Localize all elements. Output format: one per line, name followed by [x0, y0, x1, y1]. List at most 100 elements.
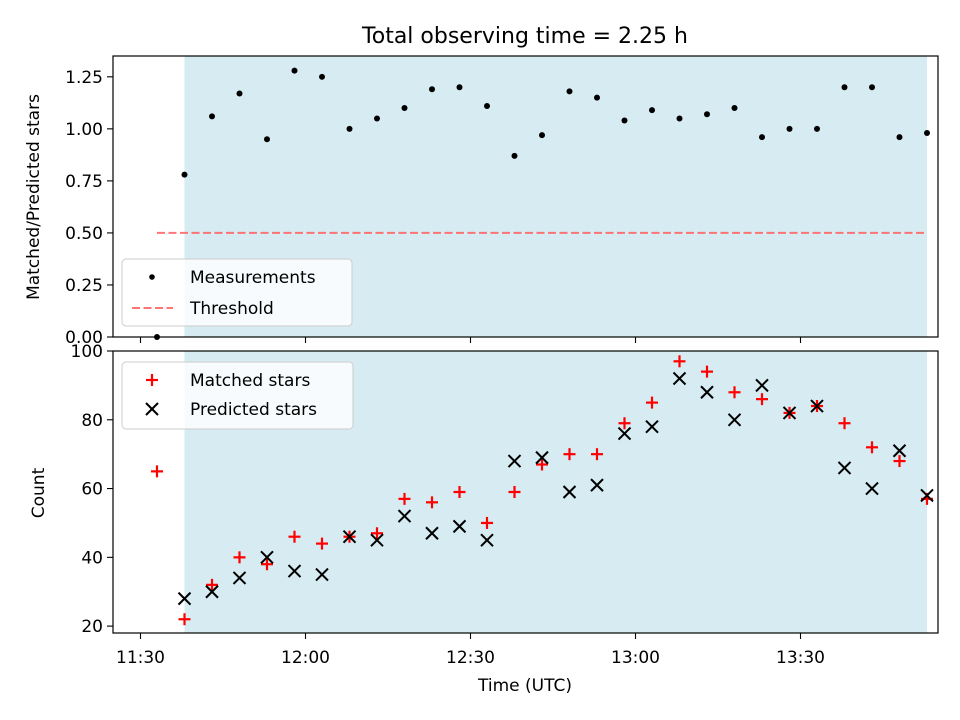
- predicted-star-point: [287, 564, 302, 578]
- matched-star-point: [563, 448, 576, 461]
- predicted-star-point: [617, 426, 632, 441]
- x-tick-label: 12:00: [281, 648, 330, 668]
- legend-predicted-label: Predicted stars: [190, 400, 317, 420]
- measurement-point: [319, 73, 325, 80]
- matched-star-point: [728, 386, 741, 399]
- matched-star-point: [261, 558, 273, 571]
- matched-star-point: [646, 396, 658, 409]
- matched-star-point: [288, 530, 301, 543]
- ratio-y-axis-label: Matched/Predicted stars: [24, 94, 44, 300]
- measurement-point: [621, 117, 628, 124]
- ratio-legend: Measurements Threshold: [121, 258, 353, 327]
- measurement-point: [924, 130, 930, 137]
- measurement-point: [649, 107, 655, 114]
- y-tick-label: 1.00: [65, 120, 103, 140]
- measurement-point: [264, 136, 270, 143]
- matched-star-point: [426, 496, 438, 509]
- predicted-star-point: [672, 371, 687, 386]
- matched-star-point: [151, 465, 163, 478]
- predicted-star-point: [590, 478, 604, 492]
- predicted-star-point: [920, 488, 934, 503]
- x-tick-label: 13:00: [611, 648, 660, 668]
- predicted-star-point: [535, 450, 549, 465]
- matched-star-point: [701, 365, 713, 378]
- predicted-star-point: [727, 413, 742, 427]
- y-tick-label: 20: [81, 617, 103, 637]
- measurement-point: [456, 84, 463, 91]
- measurement-point: [291, 67, 298, 74]
- matched-star-point: [316, 537, 328, 550]
- measurement-point: [181, 171, 188, 178]
- count-x-ticks: 11:30 12:00 12:30 13:00 13:30: [116, 633, 825, 668]
- measurement-point: [896, 134, 903, 141]
- matched-star-point: [866, 441, 878, 454]
- measurement-point: [209, 113, 215, 120]
- predicted-star-point: [892, 444, 907, 458]
- ratio-panel: 0.00 0.25 0.50 0.75 1.00 1.25 Matched/Predict…: [24, 55, 939, 348]
- predicted-stars-series: [177, 371, 934, 606]
- legend-measurements-label: Measurements: [190, 268, 316, 288]
- predicted-star-point: [370, 533, 384, 547]
- predicted-star-point: [865, 481, 879, 496]
- measurement-point: [759, 134, 765, 141]
- predicted-star-point: [315, 567, 329, 582]
- predicted-star-point: [205, 585, 219, 599]
- legend-matched-marker: [146, 374, 158, 386]
- predicted-star-point: [342, 530, 357, 544]
- matched-star-point: [591, 448, 603, 461]
- measurement-point: [539, 132, 545, 139]
- y-tick-label: 0.00: [65, 328, 103, 348]
- predicted-star-point: [177, 591, 192, 606]
- legend-matched-label: Matched stars: [190, 371, 310, 391]
- y-tick-label: 0.75: [65, 172, 103, 192]
- count-panel: 20 40 60 80 100 11:30 12:00 12:30 13:00 13:30 Co…: [29, 342, 939, 696]
- predicted-star-point: [232, 571, 247, 585]
- measurement-point: [786, 125, 793, 132]
- matched-star-point: [398, 492, 411, 505]
- ratio-y-ticks: 0.00 0.25 0.50 0.75 1.00 1.25: [65, 68, 113, 348]
- predicted-star-point: [837, 461, 852, 475]
- predicted-star-point: [755, 378, 769, 393]
- measurement-point: [676, 115, 683, 122]
- measurement-point: [511, 152, 518, 159]
- measurements-series: [154, 67, 930, 340]
- matched-star-point: [893, 455, 906, 468]
- chart-title: Total observing time = 2.25 h: [361, 24, 688, 49]
- predicted-star-point: [782, 406, 797, 420]
- matched-star-point: [618, 417, 631, 430]
- matched-star-point: [453, 486, 466, 498]
- measurement-point: [566, 88, 573, 95]
- x-tick-label: 11:30: [116, 648, 165, 668]
- count-axes-frame: [112, 350, 939, 634]
- measurement-point: [484, 102, 490, 109]
- measurement-point: [594, 94, 600, 101]
- measurement-point: [429, 86, 435, 93]
- y-tick-label: 40: [81, 548, 103, 568]
- predicted-star-point: [397, 509, 412, 523]
- matched-star-point: [756, 393, 768, 406]
- legend-threshold-label: Threshold: [189, 299, 274, 319]
- measurement-point: [346, 125, 353, 132]
- matched-star-point: [371, 527, 383, 540]
- count-legend: Matched stars Predicted stars: [121, 361, 354, 430]
- count-y-ticks: 20 40 60 80 100: [71, 342, 113, 637]
- x-tick-label: 13:30: [776, 648, 825, 668]
- matched-star-point: [508, 486, 521, 498]
- x-axis-label: Time (UTC): [477, 676, 572, 696]
- measurement-point: [236, 90, 243, 97]
- y-tick-label: 80: [81, 411, 103, 431]
- measurement-point: [869, 84, 875, 91]
- matched-star-point: [838, 417, 851, 430]
- predicted-star-point: [507, 454, 522, 468]
- y-tick-label: 0.50: [65, 224, 103, 244]
- matched-star-point: [481, 516, 493, 529]
- matched-stars-series: [151, 355, 933, 626]
- predicted-star-point: [562, 485, 577, 499]
- x-tick-label: 12:30: [446, 648, 495, 668]
- count-legend-box: [121, 361, 354, 430]
- legend-predicted-marker: [145, 402, 159, 416]
- matched-star-point: [233, 551, 246, 564]
- y-tick-label: 60: [81, 480, 103, 500]
- measurement-point: [814, 125, 820, 132]
